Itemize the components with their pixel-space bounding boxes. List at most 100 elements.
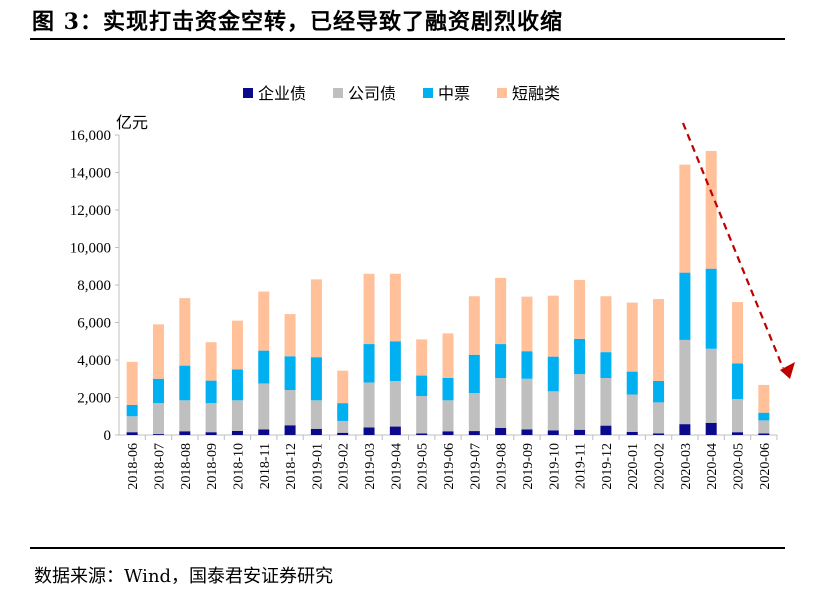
bar-segment-2019-07 <box>468 296 480 355</box>
y-tick-label: 14,000 <box>70 166 111 182</box>
bar-segment-2019-07 <box>468 393 480 432</box>
bar-segment-2019-08 <box>495 277 507 345</box>
bar-segment-2019-07 <box>468 354 480 393</box>
x-tick-label: 2019-11 <box>574 443 589 489</box>
bar-segment-2020-02 <box>653 299 665 381</box>
bar-segment-2019-05 <box>416 375 428 396</box>
bar-segment-2019-01 <box>310 357 322 401</box>
x-tick-label: 2020-01 <box>626 443 641 490</box>
bar-segment-2018-06 <box>126 361 138 405</box>
bar-segment-2018-10 <box>231 369 243 401</box>
x-tick-label: 2020-04 <box>705 443 720 490</box>
bar-segment-2018-12 <box>284 390 296 426</box>
bar-segment-2018-08 <box>179 400 191 432</box>
bar-segment-2020-03 <box>679 164 691 273</box>
bar-segment-2019-06 <box>442 377 454 401</box>
y-tick-label: 2,000 <box>77 391 111 407</box>
bar-segment-2019-10 <box>547 430 559 435</box>
bar-segment-2020-05 <box>732 432 744 435</box>
bar-segment-2018-08 <box>179 298 191 366</box>
bar-segment-2019-09 <box>521 351 533 379</box>
x-tick-label: 2020-03 <box>679 443 694 490</box>
bar-segment-2019-09 <box>521 296 533 352</box>
x-tick-label: 2019-08 <box>495 443 510 490</box>
x-tick-label: 2019-09 <box>521 443 536 490</box>
bar-segment-2019-03 <box>363 344 375 383</box>
bar-segment-2019-10 <box>547 295 559 357</box>
bar-segment-2020-01 <box>626 394 638 432</box>
bar-segment-2019-02 <box>337 370 349 404</box>
bar-segment-2018-12 <box>284 314 296 357</box>
bar-segment-2019-06 <box>442 400 454 432</box>
bar-segment-2020-02 <box>653 433 665 435</box>
x-tick-label: 2018-07 <box>152 443 167 490</box>
x-tick-label: 2019-01 <box>310 443 325 490</box>
x-tick-label: 2019-03 <box>363 443 378 490</box>
x-tick-label: 2020-06 <box>758 443 773 490</box>
y-axis-label: 亿元 <box>116 114 148 132</box>
bar-segment-2018-07 <box>152 434 164 435</box>
bar-segment-2020-06 <box>758 384 770 413</box>
bar-segment-2019-08 <box>495 427 507 435</box>
bar-segment-2018-06 <box>126 405 138 417</box>
bar-segment-2020-06 <box>758 433 770 435</box>
bar-segment-2020-06 <box>758 420 770 434</box>
bar-segment-2019-02 <box>337 432 349 435</box>
y-tick-label: 8,000 <box>77 278 111 294</box>
bar-segment-2019-08 <box>495 344 507 378</box>
bar-segment-2020-04 <box>705 348 717 423</box>
legend-swatch <box>243 88 253 98</box>
bar-segment-2020-02 <box>653 402 665 434</box>
bar-segment-2018-09 <box>205 432 217 435</box>
bar-segment-2019-08 <box>495 378 507 428</box>
figure-title: 图 3：实现打击资金空转，已经导致了融资剧烈收缩 <box>32 9 563 35</box>
x-tick-label: 2019-02 <box>337 443 352 490</box>
x-tick-label: 2018-12 <box>284 443 299 490</box>
bar-segment-2019-11 <box>574 374 586 430</box>
bar-segment-2018-09 <box>205 403 217 433</box>
bar-segment-2020-01 <box>626 302 638 372</box>
bar-segment-2019-01 <box>310 400 322 429</box>
bar-segment-2020-03 <box>679 272 691 340</box>
bar-segment-2019-01 <box>310 428 322 435</box>
legend-swatch <box>497 88 507 98</box>
x-tick-label: 2020-02 <box>653 443 668 490</box>
trend-arrow-line <box>681 122 785 369</box>
bar-segment-2018-07 <box>152 403 164 435</box>
bar-segment-2019-10 <box>547 356 559 392</box>
x-tick-label: 2019-06 <box>442 443 457 490</box>
bar-segment-2019-04 <box>389 381 401 427</box>
x-tick-label: 2018-08 <box>179 443 194 490</box>
bar-segment-2018-11 <box>258 350 270 384</box>
bar-segment-2019-12 <box>600 425 612 435</box>
bar-segment-2019-02 <box>337 403 349 421</box>
bar-segment-2019-10 <box>547 391 559 431</box>
bar-segment-2018-11 <box>258 429 270 435</box>
bar-segment-2020-05 <box>732 302 744 364</box>
bar-segment-2020-01 <box>626 371 638 395</box>
bar-segment-2018-11 <box>258 383 270 430</box>
y-tick-label: 10,000 <box>70 241 111 257</box>
legend-swatch <box>423 88 433 98</box>
bar-segment-2019-04 <box>389 426 401 435</box>
bar-segment-2019-05 <box>416 339 428 376</box>
bar-segment-2019-05 <box>416 396 428 434</box>
bar-segment-2020-06 <box>758 412 770 421</box>
x-tick-label: 2019-04 <box>389 443 404 490</box>
bar-segment-2018-12 <box>284 425 296 435</box>
bar-segment-2018-10 <box>231 400 243 431</box>
bar-segment-2020-01 <box>626 431 638 435</box>
bar-segment-2019-12 <box>600 296 612 353</box>
bar-segment-2020-05 <box>732 363 744 399</box>
trend-arrow-head <box>780 362 795 379</box>
bar-segment-2019-09 <box>521 378 533 430</box>
bar-segment-2018-07 <box>152 324 164 379</box>
legend-label: 中票 <box>438 85 470 103</box>
legend-label: 企业债 <box>258 85 306 103</box>
y-tick-label: 4,000 <box>77 353 111 369</box>
bar-segment-2020-04 <box>705 268 717 349</box>
bar-segment-2018-11 <box>258 291 270 351</box>
bar-segment-2020-05 <box>732 399 744 433</box>
